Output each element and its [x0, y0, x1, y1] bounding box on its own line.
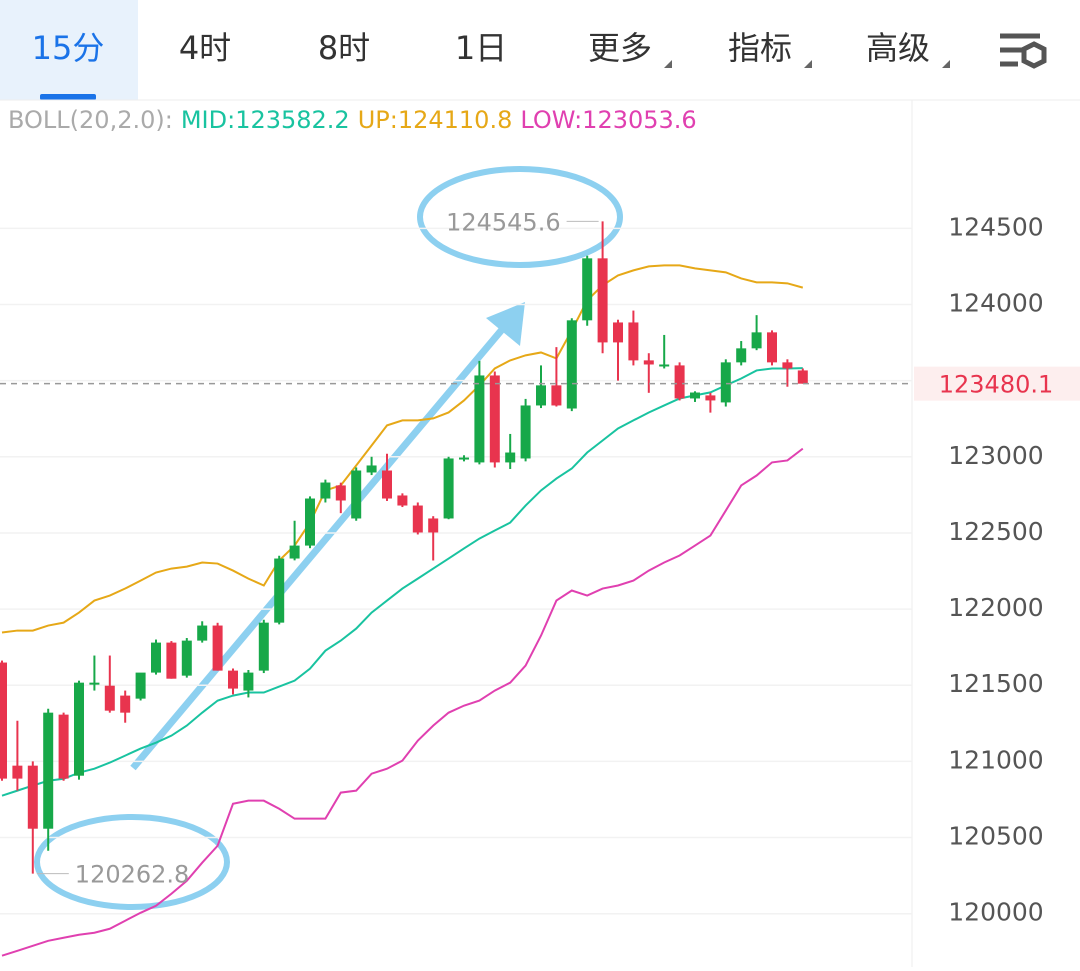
band-line: [1, 264, 804, 634]
candle-body: [674, 365, 685, 399]
last-price-box: [914, 366, 1080, 401]
candle-body: [582, 258, 593, 321]
candle-body: [274, 558, 285, 623]
last-price-label: 123480.1: [939, 371, 1054, 399]
candle-body: [0, 662, 7, 779]
candle-body: [412, 505, 423, 533]
candle-body: [613, 322, 623, 343]
legend-value: 124110.8: [398, 106, 513, 134]
y-tick-label: 121500: [948, 669, 1043, 698]
annotations: [34, 166, 623, 910]
candle-body: [320, 482, 331, 499]
legend-name: UP:: [358, 106, 398, 134]
max-label: 124545.6: [446, 208, 561, 236]
candle-body: [289, 545, 300, 559]
tab[interactable]: 指标: [728, 29, 792, 67]
active-tab-bg: [0, 0, 138, 100]
candle-body: [12, 765, 23, 779]
candle-body: [228, 670, 238, 689]
candle-body: [258, 622, 269, 671]
active-tab-indicator: [40, 94, 96, 100]
band-line: [1, 367, 803, 797]
y-tick-label: 122000: [948, 593, 1043, 622]
candle-body: [520, 405, 531, 459]
y-tick-label: 122500: [948, 517, 1043, 546]
candle-body: [767, 332, 777, 363]
candle-body: [643, 360, 654, 365]
legend-name: MID:: [181, 106, 235, 134]
candle-body: [197, 625, 208, 641]
legend-value: 123582.2: [235, 106, 350, 134]
candle-body: [335, 485, 346, 501]
trend-arrow: [130, 323, 508, 771]
indicator-label: BOLL(20,2.0):: [8, 106, 173, 134]
candle-body: [489, 375, 500, 463]
trend-arrow-head: [486, 302, 525, 346]
y-tick-label: 121000: [948, 745, 1043, 774]
candle-body: [566, 320, 577, 409]
settings-icon[interactable]: [1000, 33, 1047, 69]
candle-body: [782, 362, 793, 369]
tab[interactable]: 更多: [588, 29, 652, 67]
candle-body: [104, 685, 115, 711]
candle-body: [597, 258, 608, 343]
legend-value: 123053.6: [582, 106, 697, 134]
candle-body: [474, 375, 485, 463]
candle-body: [305, 498, 315, 546]
candle-body: [551, 385, 562, 406]
y-tick-label: 124000: [948, 288, 1043, 317]
highlight-ellipse: [417, 166, 623, 268]
dropdown-caret: [804, 60, 812, 68]
candle-body: [243, 672, 254, 691]
band-line: [1, 447, 804, 957]
candle-body: [443, 458, 454, 519]
tab[interactable]: 1日: [455, 29, 507, 67]
tab[interactable]: 4时: [179, 29, 231, 67]
candle-body: [428, 518, 439, 533]
y-tick-label: 120000: [948, 898, 1043, 927]
candle-body: [135, 672, 146, 699]
candle-body: [212, 625, 223, 671]
candle-body: [628, 322, 639, 361]
candle-body: [720, 362, 731, 403]
dropdown-caret: [664, 60, 672, 68]
candle-body: [74, 682, 84, 776]
candle-body: [366, 465, 377, 473]
tab[interactable]: 8时: [318, 29, 370, 67]
y-tick-label: 123000: [948, 441, 1043, 470]
candle-body: [736, 348, 747, 363]
min-label: 120262.8: [75, 861, 190, 889]
icon-hex: [1021, 41, 1047, 69]
candle-body: [690, 392, 700, 399]
candle-body: [27, 765, 38, 829]
highlight-ellipse: [34, 814, 230, 910]
candle-body: [351, 470, 362, 519]
candle-body: [397, 495, 408, 506]
candle-body: [58, 714, 69, 779]
candle-body: [43, 712, 54, 829]
tab[interactable]: 高级: [866, 29, 930, 67]
candle-body: [120, 695, 131, 713]
candle-body: [659, 364, 670, 367]
y-tick-label: 120500: [948, 822, 1043, 851]
candle-body: [382, 470, 392, 499]
candle-body: [89, 682, 100, 685]
candle-body: [536, 385, 546, 406]
candle-body: [151, 642, 161, 673]
candle-body: [181, 640, 192, 676]
candle-body: [505, 452, 516, 463]
dropdown-caret: [942, 60, 950, 68]
candle-body: [459, 457, 469, 460]
candle-body: [751, 332, 762, 349]
candle-body: [166, 642, 177, 679]
candle-body: [797, 370, 808, 384]
y-tick-label: 124500: [948, 212, 1043, 241]
legend-name: LOW:: [520, 106, 582, 134]
indicator-legend: BOLL(20,2.0): MID:123582.2 UP:124110.8 LOW:…: [8, 106, 697, 134]
candle-body: [705, 395, 716, 401]
tab[interactable]: 15分: [32, 29, 105, 67]
